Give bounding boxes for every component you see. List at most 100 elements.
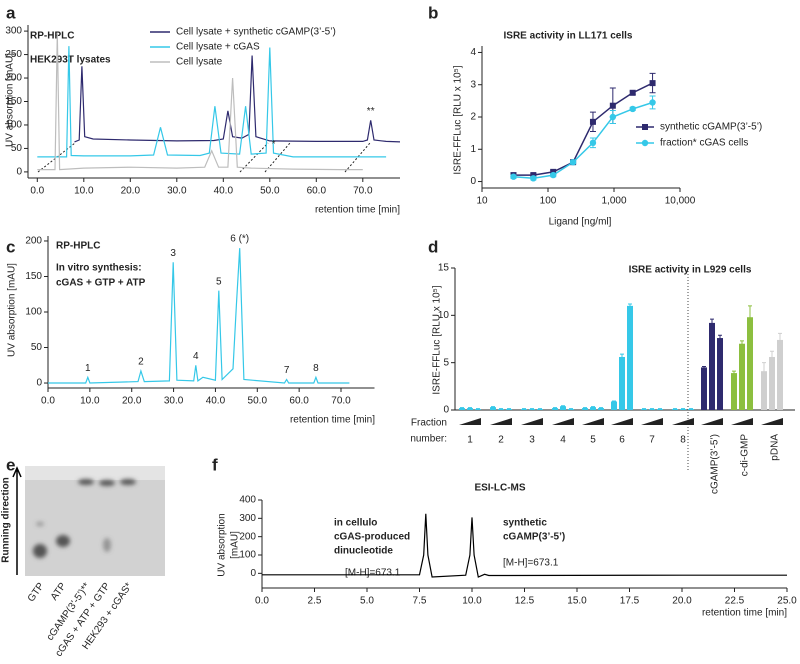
bar bbox=[709, 322, 715, 410]
panel-letter: f bbox=[212, 455, 218, 474]
error-bar bbox=[762, 362, 766, 381]
x-tick-label: 0.0 bbox=[255, 596, 269, 607]
annotation: cGAMP(3’-5’) bbox=[503, 532, 565, 543]
error-bar bbox=[778, 332, 782, 348]
y-tick-label: 10 bbox=[438, 310, 450, 321]
y-tick-label: 300 bbox=[5, 26, 22, 37]
y-tick-label: 300 bbox=[239, 513, 256, 524]
x-tick-label: 40.0 bbox=[206, 396, 226, 407]
y-tick-label: 0 bbox=[443, 405, 449, 416]
panel-letter: e bbox=[6, 455, 15, 474]
error-bar bbox=[561, 405, 565, 408]
dose-wedge bbox=[521, 418, 543, 425]
x-axis-label: Ligand [ng/ml] bbox=[549, 217, 612, 228]
error-bar bbox=[476, 408, 480, 411]
error-bar bbox=[612, 400, 616, 403]
trace bbox=[262, 513, 787, 578]
x-tick-label: 70.0 bbox=[331, 396, 351, 407]
peak-label: 6 (*) bbox=[230, 234, 249, 245]
panel-letter: d bbox=[428, 237, 438, 256]
y-tick-label: 1 bbox=[470, 144, 476, 155]
perspective-lines bbox=[37, 142, 371, 173]
y-tick-label: 200 bbox=[25, 236, 42, 247]
legend-label: synthetic cGAMP(3’-5’) bbox=[660, 122, 762, 133]
category-label: pDNA bbox=[770, 434, 781, 461]
x-tick-label: 7.5 bbox=[413, 596, 427, 607]
y-tick-label: 50 bbox=[11, 143, 23, 154]
chart-title: ESI-LC-MS bbox=[474, 483, 525, 494]
marker bbox=[589, 139, 597, 147]
y-tick-label: 250 bbox=[5, 49, 22, 60]
category-label: cGAMP(3’-5’) bbox=[710, 434, 721, 494]
peak-label: 5 bbox=[216, 276, 222, 287]
marker bbox=[510, 173, 517, 180]
peak-label: ** bbox=[367, 106, 375, 117]
trace bbox=[37, 33, 363, 171]
legend-marker bbox=[642, 124, 648, 130]
y-tick-label: 200 bbox=[239, 531, 256, 542]
annotation: [M-H]=673.1 bbox=[503, 558, 559, 569]
y-tick-label: 0 bbox=[470, 176, 476, 187]
peak-label: 7 bbox=[284, 365, 290, 376]
peak-label: 3 bbox=[170, 248, 176, 259]
legend-label: Cell lysate + cGAS bbox=[176, 42, 260, 53]
dose-wedge bbox=[701, 418, 723, 425]
x-tick-label: 20.0 bbox=[122, 396, 142, 407]
annotation: cGAS-produced bbox=[334, 532, 410, 543]
marker bbox=[530, 175, 537, 182]
y-tick-label: 100 bbox=[25, 307, 42, 318]
error-bar bbox=[718, 334, 722, 342]
trace bbox=[513, 101, 653, 180]
x-tick-label: 30.0 bbox=[167, 186, 187, 197]
marker bbox=[649, 80, 656, 87]
marker bbox=[550, 168, 557, 175]
y-tick-label: 150 bbox=[25, 271, 42, 282]
dose-wedge bbox=[761, 418, 783, 425]
error-bar bbox=[702, 365, 706, 369]
x-tick-label: 0.0 bbox=[41, 396, 55, 407]
error-bar bbox=[591, 406, 595, 409]
y-tick-label: 15 bbox=[438, 263, 450, 274]
bar bbox=[627, 305, 633, 410]
bar bbox=[747, 317, 753, 410]
x-tick-label: 10.0 bbox=[74, 186, 94, 197]
x-tick-label: 60.0 bbox=[289, 396, 309, 407]
x-tick-label: 17.5 bbox=[620, 596, 640, 607]
error-bar bbox=[650, 408, 654, 411]
bar bbox=[769, 356, 775, 410]
x-tick-label: 22.5 bbox=[725, 596, 745, 607]
bar bbox=[490, 407, 496, 410]
y-tick-label: 3 bbox=[470, 79, 476, 90]
dose-wedge bbox=[731, 418, 753, 425]
category-label: 3 bbox=[529, 435, 535, 446]
trace bbox=[37, 46, 387, 158]
x-tick-label: 50.0 bbox=[260, 186, 280, 197]
marker bbox=[609, 113, 617, 121]
error-bar bbox=[468, 407, 472, 410]
peak-label: * bbox=[272, 139, 276, 150]
y-tick-label: 100 bbox=[5, 120, 22, 131]
error-bar bbox=[491, 406, 495, 409]
legend-marker bbox=[641, 139, 649, 147]
x-axis-label: retention time [min] bbox=[290, 415, 375, 426]
category-label: c-di-GMP bbox=[740, 434, 751, 477]
x-axis-label: Fraction bbox=[411, 418, 447, 429]
x-tick-label: 100 bbox=[540, 196, 557, 207]
trace bbox=[48, 248, 350, 384]
trace bbox=[74, 55, 401, 143]
peak-label: 8 bbox=[313, 363, 319, 374]
marker bbox=[629, 105, 636, 113]
dose-wedge bbox=[611, 418, 633, 425]
y-tick-label: 2 bbox=[470, 112, 476, 123]
y-tick-label: 400 bbox=[239, 495, 256, 506]
x-tick-label: 20.0 bbox=[121, 186, 141, 197]
bar bbox=[701, 367, 707, 410]
peak-label: 1 bbox=[85, 363, 91, 374]
x-tick-label: 1,000 bbox=[601, 196, 626, 207]
error-bar bbox=[748, 305, 752, 330]
y-tick-label: 5 bbox=[443, 357, 449, 368]
error-bar bbox=[628, 303, 632, 309]
y-tick-label: 0 bbox=[250, 568, 256, 579]
error-bar bbox=[740, 340, 744, 348]
